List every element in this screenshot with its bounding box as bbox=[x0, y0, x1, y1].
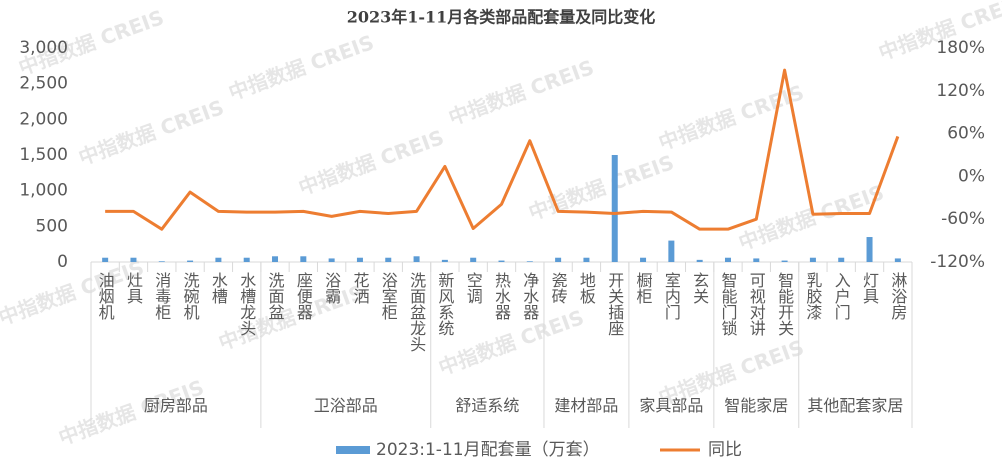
y-tick-label: 2,500 bbox=[19, 74, 68, 94]
bar bbox=[640, 257, 647, 262]
bar bbox=[753, 258, 760, 262]
bar bbox=[498, 260, 505, 262]
bar bbox=[300, 256, 307, 262]
x-tick-label: 浴霸 bbox=[322, 272, 341, 305]
legend-label: 同比 bbox=[708, 440, 742, 460]
bar bbox=[866, 237, 873, 262]
bar bbox=[441, 259, 448, 262]
watermark: 中指数据 CREIS bbox=[445, 55, 597, 130]
line-series bbox=[105, 68, 900, 231]
y-tick-label: 1,500 bbox=[19, 145, 68, 165]
bar bbox=[328, 258, 335, 262]
chart-title: 2023年1-11月各类部品配套量及同比变化 bbox=[347, 8, 656, 27]
group-label: 厨房部品 bbox=[143, 396, 208, 415]
watermark: 中指数据 CREIS bbox=[295, 125, 447, 200]
y-tick-label: 3,000 bbox=[19, 38, 68, 58]
y2-tick-label: 120% bbox=[936, 81, 985, 101]
y2-tick-label: -120% bbox=[930, 252, 985, 272]
x-tick-label: 座便器 bbox=[294, 272, 313, 320]
bar bbox=[385, 257, 392, 262]
x-tick-label: 油烟机 bbox=[96, 272, 115, 321]
x-tick-label: 智能开关 bbox=[775, 272, 794, 336]
y-tick-label: 1,000 bbox=[19, 181, 68, 201]
watermark: 中指数据 CREIS bbox=[75, 95, 227, 170]
bar bbox=[272, 256, 279, 262]
bar bbox=[696, 259, 703, 262]
x-tick-label: 可视对讲 bbox=[747, 272, 766, 336]
bar bbox=[102, 257, 109, 262]
watermark: 中指数据 CREIS bbox=[225, 30, 377, 105]
bar bbox=[555, 257, 562, 262]
x-tick-label: 浴室柜 bbox=[379, 272, 398, 320]
group-label: 舒适系统 bbox=[455, 396, 520, 415]
x-tick-label: 水槽龙头 bbox=[237, 272, 256, 336]
x-tick-label: 地板 bbox=[577, 272, 596, 304]
y2-tick-label: 60% bbox=[947, 124, 985, 144]
bar bbox=[611, 155, 618, 262]
bar bbox=[724, 257, 731, 262]
x-tick-label: 开关插座 bbox=[605, 272, 624, 336]
x-tick-label: 乳胶漆 bbox=[803, 272, 822, 320]
x-tick-label: 消毒柜 bbox=[152, 272, 171, 320]
x-tick-label: 热水器 bbox=[492, 272, 511, 320]
x-tick-label: 灯具 bbox=[860, 272, 879, 304]
bar bbox=[781, 260, 788, 262]
x-tick-label: 花洒 bbox=[350, 272, 369, 304]
bar bbox=[413, 256, 420, 262]
legend-label: 2023:1-11月配套量（万套） bbox=[376, 440, 600, 460]
y-tick-label: 500 bbox=[36, 216, 68, 236]
x-tick-label: 淋浴房 bbox=[888, 272, 907, 321]
x-tick-label: 净水器 bbox=[520, 272, 539, 320]
bar bbox=[809, 257, 816, 262]
y2-tick-label: 180% bbox=[936, 38, 985, 58]
bar bbox=[838, 257, 845, 262]
watermark: 中指数据 CREIS bbox=[655, 80, 807, 155]
bar bbox=[356, 257, 363, 262]
bar bbox=[583, 257, 590, 262]
group-label: 卫浴部品 bbox=[313, 396, 378, 415]
group-label: 家具部品 bbox=[639, 396, 704, 415]
bar bbox=[158, 261, 165, 262]
x-tick-label: 水槽 bbox=[209, 272, 228, 304]
x-tick-label: 洗面盆 bbox=[266, 272, 285, 320]
x-tick-label: 入户门 bbox=[832, 272, 851, 321]
bar bbox=[187, 260, 194, 262]
x-tick-label: 洗碗机 bbox=[181, 272, 200, 321]
x-tick-label: 新风系统 bbox=[435, 272, 454, 336]
x-tick-label: 玄关 bbox=[690, 272, 709, 304]
bar bbox=[215, 257, 222, 262]
bar bbox=[894, 258, 901, 262]
bar bbox=[470, 257, 477, 262]
y-tick-label: 2,000 bbox=[19, 109, 68, 129]
bar bbox=[668, 240, 675, 262]
group-label: 智能家居 bbox=[724, 396, 789, 415]
legend-swatch bbox=[336, 446, 370, 454]
x-tick-label: 空调 bbox=[464, 272, 483, 305]
bar bbox=[243, 257, 250, 262]
bar bbox=[526, 261, 533, 262]
y2-tick-label: -60% bbox=[941, 209, 985, 229]
x-tick-label: 洗面盆龙头 bbox=[407, 272, 426, 352]
group-label: 其他配套家居 bbox=[807, 396, 904, 415]
x-tick-label: 橱柜 bbox=[634, 272, 653, 304]
y-tick-label: 0 bbox=[57, 252, 68, 272]
x-tick-label: 智能门锁 bbox=[718, 272, 737, 336]
watermark: 中指数据 CREIS bbox=[435, 305, 587, 380]
bar bbox=[130, 257, 137, 262]
y2-tick-label: 0% bbox=[958, 166, 985, 186]
x-tick-label: 灶具 bbox=[124, 272, 143, 304]
group-label: 建材部品 bbox=[554, 396, 619, 415]
x-tick-label: 室内门 bbox=[662, 272, 681, 321]
x-tick-label: 瓷砖 bbox=[549, 272, 568, 304]
